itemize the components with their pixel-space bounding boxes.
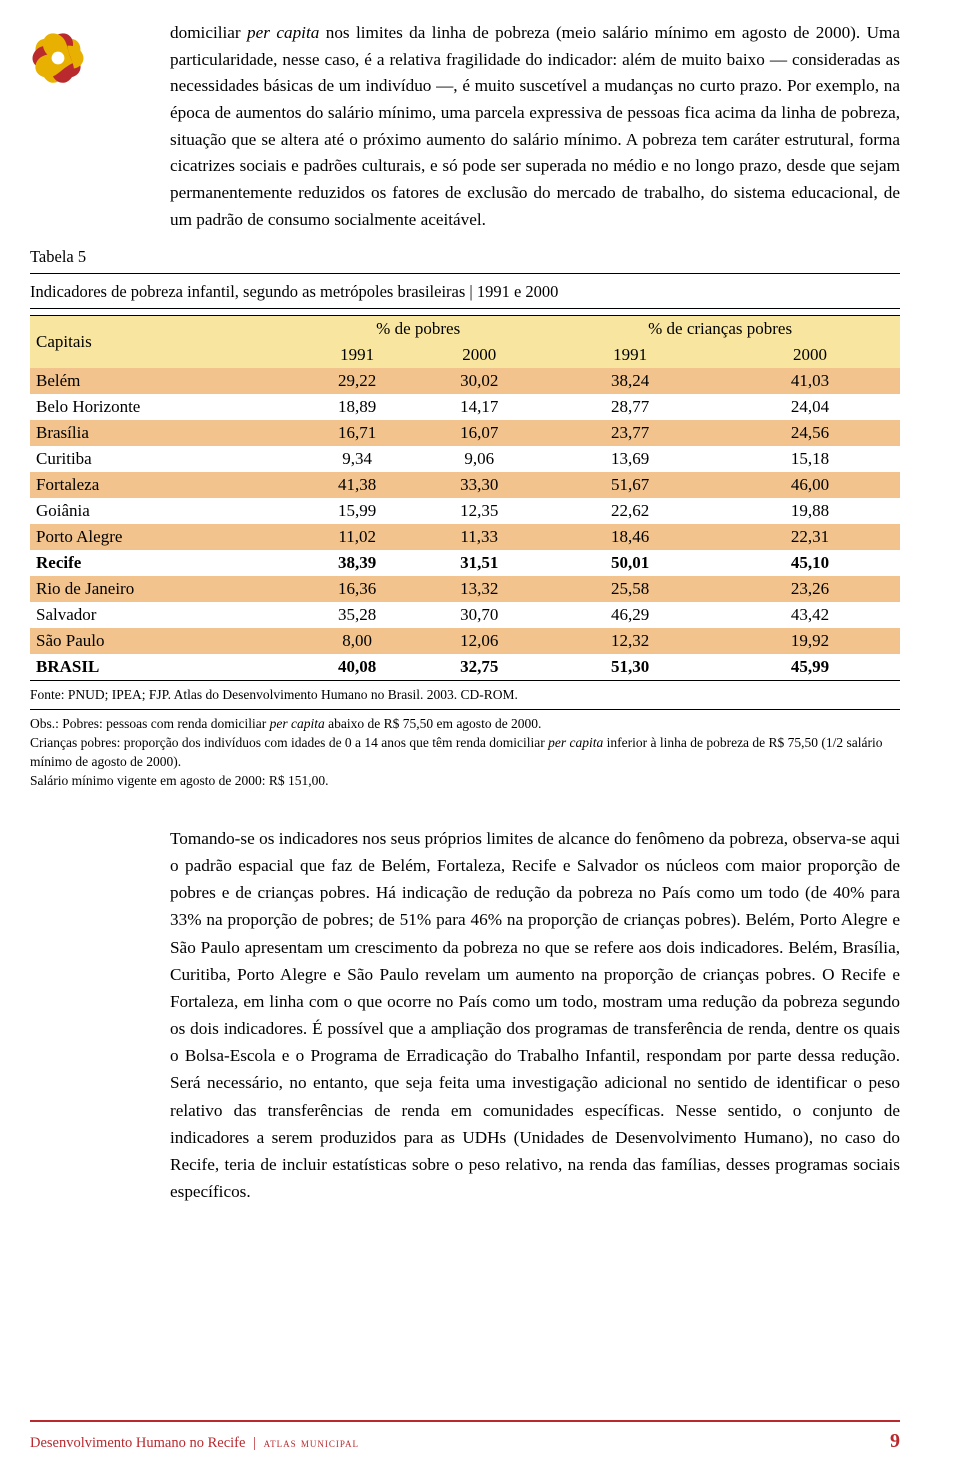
poverty-table: Capitais % de pobres % de crianças pobre… bbox=[30, 315, 900, 680]
table-row: Rio de Janeiro16,3613,3225,5823,26 bbox=[30, 576, 900, 602]
row-name: Rio de Janeiro bbox=[30, 576, 296, 602]
row-value: 16,71 bbox=[296, 420, 418, 446]
year-cell: 2000 bbox=[720, 342, 900, 368]
row-value: 46,29 bbox=[540, 602, 720, 628]
page-footer: Desenvolvimento Humano no Recife | atlas… bbox=[30, 1420, 900, 1453]
table-row: São Paulo8,0012,0612,3219,92 bbox=[30, 628, 900, 654]
row-value: 28,77 bbox=[540, 394, 720, 420]
row-value: 22,31 bbox=[720, 524, 900, 550]
year-cell: 2000 bbox=[418, 342, 540, 368]
row-value: 15,18 bbox=[720, 446, 900, 472]
row-value: 24,56 bbox=[720, 420, 900, 446]
row-name: Goiânia bbox=[30, 498, 296, 524]
table-source: Fonte: PNUD; IPEA; FJP. Atlas do Desenvo… bbox=[30, 681, 900, 710]
row-value: 50,01 bbox=[540, 550, 720, 576]
row-value: 51,67 bbox=[540, 472, 720, 498]
row-value: 41,03 bbox=[720, 368, 900, 394]
col-group-criancas: % de crianças pobres bbox=[540, 316, 900, 343]
row-value: 51,30 bbox=[540, 654, 720, 680]
col-capitais: Capitais bbox=[30, 316, 296, 369]
footer-title-text: Desenvolvimento Humano no Recife bbox=[30, 1435, 245, 1451]
table-row: Curitiba9,349,0613,6915,18 bbox=[30, 446, 900, 472]
row-value: 11,02 bbox=[296, 524, 418, 550]
table-row: Belém29,2230,0238,2441,03 bbox=[30, 368, 900, 394]
row-value: 12,06 bbox=[418, 628, 540, 654]
row-name: Belém bbox=[30, 368, 296, 394]
row-value: 25,58 bbox=[540, 576, 720, 602]
row-value: 38,24 bbox=[540, 368, 720, 394]
row-value: 29,22 bbox=[296, 368, 418, 394]
row-value: 45,99 bbox=[720, 654, 900, 680]
row-value: 22,62 bbox=[540, 498, 720, 524]
row-value: 33,30 bbox=[418, 472, 540, 498]
row-value: 40,08 bbox=[296, 654, 418, 680]
row-value: 43,42 bbox=[720, 602, 900, 628]
table-row: Salvador35,2830,7046,2943,42 bbox=[30, 602, 900, 628]
row-value: 9,34 bbox=[296, 446, 418, 472]
row-value: 13,32 bbox=[418, 576, 540, 602]
row-value: 11,33 bbox=[418, 524, 540, 550]
table-label: Tabela 5 bbox=[30, 247, 900, 274]
col-group-pobres: % de pobres bbox=[296, 316, 540, 343]
row-value: 41,38 bbox=[296, 472, 418, 498]
row-value: 32,75 bbox=[418, 654, 540, 680]
row-name: BRASIL bbox=[30, 654, 296, 680]
row-value: 14,17 bbox=[418, 394, 540, 420]
table-notes: Obs.: Pobres: pessoas com renda domicili… bbox=[30, 710, 900, 791]
row-value: 31,51 bbox=[418, 550, 540, 576]
row-value: 16,07 bbox=[418, 420, 540, 446]
table-row: Brasília16,7116,0723,7724,56 bbox=[30, 420, 900, 446]
row-value: 8,00 bbox=[296, 628, 418, 654]
table-5: Tabela 5 Indicadores de pobreza infantil… bbox=[30, 247, 900, 791]
row-name: São Paulo bbox=[30, 628, 296, 654]
row-value: 12,35 bbox=[418, 498, 540, 524]
row-name: Salvador bbox=[30, 602, 296, 628]
row-name: Recife bbox=[30, 550, 296, 576]
logo-icon bbox=[18, 18, 98, 98]
footer-subtitle: atlas municipal bbox=[264, 1435, 359, 1450]
row-name: Porto Alegre bbox=[30, 524, 296, 550]
row-value: 15,99 bbox=[296, 498, 418, 524]
row-value: 18,89 bbox=[296, 394, 418, 420]
table-caption: Indicadores de pobreza infantil, segundo… bbox=[30, 278, 900, 309]
table-row: Fortaleza41,3833,3051,6746,00 bbox=[30, 472, 900, 498]
row-value: 38,39 bbox=[296, 550, 418, 576]
row-value: 12,32 bbox=[540, 628, 720, 654]
row-value: 13,69 bbox=[540, 446, 720, 472]
row-value: 19,92 bbox=[720, 628, 900, 654]
row-name: Curitiba bbox=[30, 446, 296, 472]
page-number: 9 bbox=[890, 1430, 900, 1453]
row-value: 24,04 bbox=[720, 394, 900, 420]
year-cell: 1991 bbox=[540, 342, 720, 368]
row-value: 23,77 bbox=[540, 420, 720, 446]
row-value: 30,70 bbox=[418, 602, 540, 628]
row-value: 9,06 bbox=[418, 446, 540, 472]
row-name: Brasília bbox=[30, 420, 296, 446]
row-value: 23,26 bbox=[720, 576, 900, 602]
table-row: Belo Horizonte18,8914,1728,7724,04 bbox=[30, 394, 900, 420]
row-value: 46,00 bbox=[720, 472, 900, 498]
paragraph-bottom: Tomando-se os indicadores nos seus própr… bbox=[170, 825, 900, 1205]
row-value: 35,28 bbox=[296, 602, 418, 628]
table-row: Porto Alegre11,0211,3318,4622,31 bbox=[30, 524, 900, 550]
row-value: 19,88 bbox=[720, 498, 900, 524]
row-name: Fortaleza bbox=[30, 472, 296, 498]
row-value: 30,02 bbox=[418, 368, 540, 394]
table-row: Recife38,3931,5150,0145,10 bbox=[30, 550, 900, 576]
footer-title: Desenvolvimento Humano no Recife | atlas… bbox=[30, 1435, 359, 1452]
table-row: Goiânia15,9912,3522,6219,88 bbox=[30, 498, 900, 524]
table-row: BRASIL40,0832,7551,3045,99 bbox=[30, 654, 900, 680]
year-cell: 1991 bbox=[296, 342, 418, 368]
paragraph-top: domiciliar per capita nos limites da lin… bbox=[170, 20, 900, 233]
row-value: 45,10 bbox=[720, 550, 900, 576]
row-value: 16,36 bbox=[296, 576, 418, 602]
row-value: 18,46 bbox=[540, 524, 720, 550]
row-name: Belo Horizonte bbox=[30, 394, 296, 420]
